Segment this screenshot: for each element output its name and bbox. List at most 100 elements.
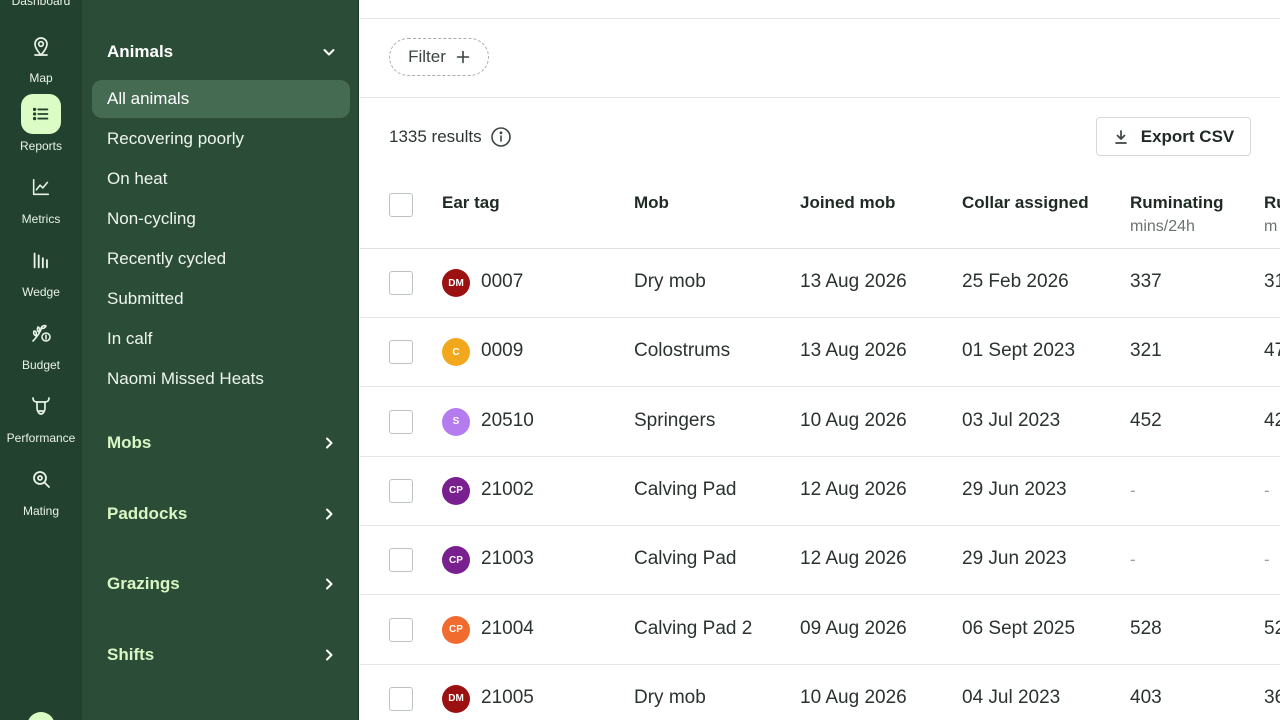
plus-icon xyxy=(456,50,470,64)
mating-icon xyxy=(21,459,61,499)
section-mobs-label: Mobs xyxy=(107,433,152,452)
nav-naomi-missed-heats[interactable]: Naomi Missed Heats xyxy=(107,369,264,388)
chevron-right-icon xyxy=(326,508,333,520)
cell-joined-mob: 13 Aug 2026 xyxy=(800,340,907,362)
cell-collar-assigned: 29 Jun 2023 xyxy=(962,548,1067,570)
table-row[interactable]: S 20510 Springers 10 Aug 2026 03 Jul 2023 452… xyxy=(360,388,1280,457)
table-header-divider xyxy=(360,248,1280,249)
cell-ear-tag[interactable]: 21004 xyxy=(481,617,534,639)
cell-ear-tag[interactable]: 0009 xyxy=(481,340,524,362)
nav-recently-cycled[interactable]: Recently cycled xyxy=(107,249,227,268)
cell-collar-assigned: 03 Jul 2023 xyxy=(962,409,1061,431)
results-count-text: 1335 results xyxy=(389,127,482,146)
cell-mob: Springers xyxy=(634,409,716,431)
section-shifts[interactable]: Shifts xyxy=(107,645,337,665)
rail-item-wedge[interactable]: Wedge xyxy=(0,240,82,299)
section-animals[interactable]: Animals xyxy=(107,42,337,62)
section-animals-label: Animals xyxy=(107,42,174,61)
rail-item-performance[interactable]: Performance xyxy=(0,386,82,445)
nav-on-heat[interactable]: On heat xyxy=(107,169,168,188)
rail-label-map: Map xyxy=(29,71,53,85)
bar-chart-icon xyxy=(21,240,61,280)
column-subheader-ruminating: mins/24h xyxy=(1130,218,1195,235)
cell-mob: Calving Pad xyxy=(634,548,737,570)
cell-ear-tag[interactable]: 21002 xyxy=(481,478,534,500)
cell-ruminating: 528 xyxy=(1130,617,1162,639)
section-paddocks[interactable]: Paddocks xyxy=(107,504,337,524)
column-header-joined-mob[interactable]: Joined mob xyxy=(800,193,896,212)
cell-next: 36 xyxy=(1264,686,1280,708)
cell-mob: Dry mob xyxy=(634,686,706,708)
nav-non-cycling[interactable]: Non-cycling xyxy=(107,209,196,228)
chevron-right-icon xyxy=(326,437,333,449)
rail-item-metrics[interactable]: Metrics xyxy=(0,167,82,226)
table-row[interactable]: CP 21002 Calving Pad 12 Aug 2026 29 Jun 2023… xyxy=(360,457,1280,526)
cell-ear-tag[interactable]: 20510 xyxy=(481,409,534,431)
mob-badge: DM xyxy=(442,684,470,713)
cell-ear-tag[interactable]: 21005 xyxy=(481,686,534,708)
cell-ruminating: 337 xyxy=(1130,271,1162,292)
table-row[interactable]: DM 0007 Dry mob 13 Aug 2026 25 Feb 2026 337 31 xyxy=(360,249,1280,318)
cell-next: 52 xyxy=(1264,617,1280,639)
row-checkbox[interactable] xyxy=(389,340,413,365)
row-checkbox[interactable] xyxy=(389,478,413,503)
cell-ear-tag[interactable]: 0007 xyxy=(481,271,524,292)
cell-next: - xyxy=(1264,550,1270,570)
mob-badge: CP xyxy=(442,615,470,644)
cell-collar-assigned: 01 Sept 2023 xyxy=(962,340,1076,362)
rail-item-reports[interactable]: Reports xyxy=(0,94,82,153)
column-header-ear-tag[interactable]: Ear tag xyxy=(442,193,500,212)
rail-label-mating: Mating xyxy=(22,504,60,518)
cell-ear-tag[interactable]: 21003 xyxy=(481,548,534,570)
select-all-checkbox[interactable] xyxy=(389,193,413,217)
row-checkbox[interactable] xyxy=(389,686,413,711)
info-icon[interactable] xyxy=(490,126,512,148)
table-row[interactable]: C 0009 Colostrums 13 Aug 2026 01 Sept 2023 32… xyxy=(360,318,1280,388)
user-avatar[interactable] xyxy=(27,712,55,720)
rail-item-budget[interactable]: Budget xyxy=(0,313,82,372)
mob-badge: C xyxy=(442,338,470,367)
rail-item-dashboard[interactable]: Dashboard xyxy=(11,0,71,8)
column-header-mob[interactable]: Mob xyxy=(634,193,669,212)
nav-submitted[interactable]: Submitted xyxy=(107,289,184,308)
filter-button[interactable]: Filter xyxy=(389,38,489,76)
rail-label-metrics: Metrics xyxy=(21,212,61,226)
rail-item-map[interactable]: Map xyxy=(0,26,82,85)
cell-collar-assigned: 04 Jul 2023 xyxy=(962,686,1061,708)
nav-in-calf[interactable]: In calf xyxy=(107,329,153,348)
nav-all-animals[interactable]: All animals xyxy=(92,80,350,118)
rail-label-budget: Budget xyxy=(21,358,61,372)
rail-item-mating[interactable]: Mating xyxy=(0,459,82,518)
results-count: 1335 results xyxy=(389,126,512,148)
cell-next: 42 xyxy=(1264,409,1280,431)
map-pin-icon xyxy=(21,26,61,66)
download-icon xyxy=(1114,129,1127,144)
export-csv-label: Export CSV xyxy=(1140,126,1235,146)
section-grazings[interactable]: Grazings xyxy=(107,574,337,594)
budget-icon xyxy=(21,313,61,353)
icon-rail: Dashboard Map Reports Metrics xyxy=(0,0,82,720)
cell-mob: Calving Pad 2 xyxy=(634,617,753,639)
column-header-next[interactable]: Ru xyxy=(1264,193,1280,212)
row-checkbox[interactable] xyxy=(389,617,413,642)
column-header-ruminating[interactable]: Ruminating xyxy=(1130,193,1224,212)
row-checkbox[interactable] xyxy=(389,548,413,573)
chevron-right-icon xyxy=(326,649,333,661)
table-row[interactable]: CP 21004 Calving Pad 2 09 Aug 2026 06 Sept 2… xyxy=(360,596,1280,665)
section-mobs[interactable]: Mobs xyxy=(107,433,337,453)
row-checkbox[interactable] xyxy=(389,409,413,434)
cell-joined-mob: 10 Aug 2026 xyxy=(800,409,907,431)
export-csv-button[interactable]: Export CSV xyxy=(1096,117,1251,156)
nav-recovering-poorly[interactable]: Recovering poorly xyxy=(107,129,245,148)
table-row[interactable]: CP 21003 Calving Pad 12 Aug 2026 29 Jun 2023… xyxy=(360,526,1280,596)
cell-mob: Colostrums xyxy=(634,340,731,362)
cell-joined-mob: 10 Aug 2026 xyxy=(800,686,907,708)
cell-ruminating: 403 xyxy=(1130,686,1162,708)
cell-ruminating: - xyxy=(1130,550,1136,570)
section-grazings-label: Grazings xyxy=(107,574,180,593)
column-header-collar-assigned[interactable]: Collar assigned xyxy=(962,193,1089,212)
row-checkbox[interactable] xyxy=(389,271,413,295)
table-row[interactable]: DM 21005 Dry mob 10 Aug 2026 04 Jul 2023 403 3… xyxy=(360,665,1280,720)
mob-badge: CP xyxy=(442,546,470,575)
cell-ruminating: - xyxy=(1130,480,1136,500)
